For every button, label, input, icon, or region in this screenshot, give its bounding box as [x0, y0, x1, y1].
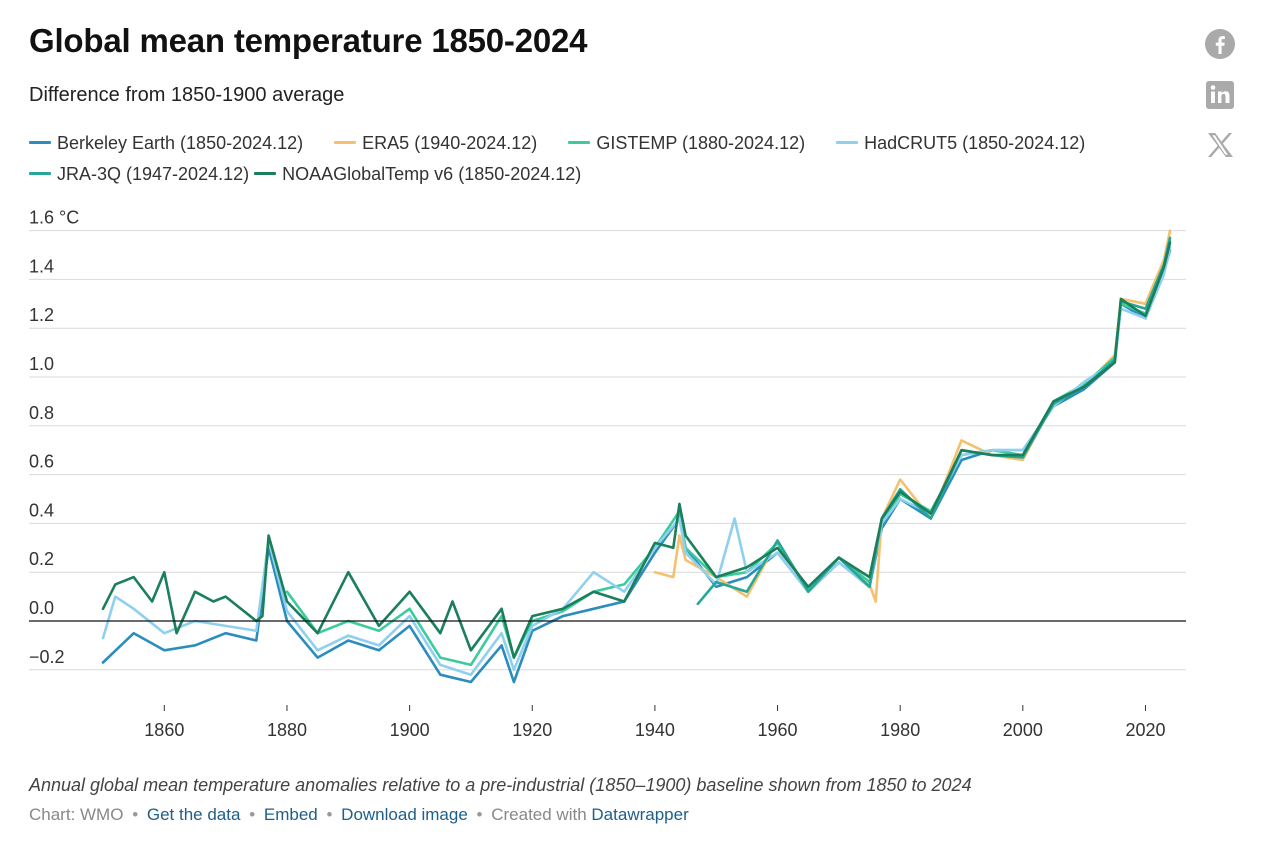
x-tick-label: 1860: [144, 720, 184, 740]
x-tick-label: 1940: [635, 720, 675, 740]
legend-label: JRA-3Q (1947-2024.12): [57, 164, 250, 184]
legend-label: HadCRUT5 (1850-2024.12): [864, 133, 1086, 153]
legend-label: Berkeley Earth (1850-2024.12): [57, 133, 304, 153]
get-data-link[interactable]: Get the data: [146, 805, 241, 824]
x-tick-label: 1980: [880, 720, 920, 740]
series-line: [101, 241, 1172, 659]
line-chart: 1.6 °C1.41.21.00.80.60.40.20.0−0.2 1860 1…: [29, 208, 1186, 740]
separator: •: [132, 805, 139, 824]
linkedin-share-button[interactable]: [1203, 78, 1237, 112]
y-tick-label: 0.4: [29, 500, 54, 520]
separator: •: [326, 805, 333, 824]
series-line: [653, 229, 1172, 603]
x-axis-ticks: 1860 1880 1900 1920 1940 1960 1980 2000 2020: [144, 705, 1165, 740]
legend-item-jra3q: JRA-3Q (1947-2024.12): [29, 159, 249, 190]
facebook-share-button[interactable]: [1203, 27, 1237, 61]
series-lines: [101, 229, 1172, 684]
chart-legend: Berkeley Earth (1850-2024.12) ERA5 (1940…: [29, 128, 1189, 190]
legend-swatch: [836, 140, 859, 144]
y-tick-label: 0.8: [29, 403, 54, 423]
y-tick-label: 1.6 °C: [29, 208, 79, 228]
legend-item-era5: ERA5 (1940-2024.12): [334, 128, 537, 159]
facebook-icon: [1205, 29, 1235, 59]
x-tick-label: 2020: [1125, 720, 1165, 740]
x-tick-label: 2000: [1003, 720, 1043, 740]
datawrapper-link[interactable]: Datawrapper: [591, 805, 689, 824]
y-tick-label: 1.4: [29, 256, 54, 276]
series-line: [696, 236, 1172, 606]
x-tick-label: 1960: [758, 720, 798, 740]
x-tick-label: 1920: [512, 720, 552, 740]
x-share-button[interactable]: [1203, 128, 1237, 162]
chart-footer: Chart: WMO • Get the data • Embed • Down…: [29, 805, 689, 825]
legend-item-noaa: NOAAGlobalTemp v6 (1850-2024.12): [254, 159, 581, 190]
legend-swatch: [334, 140, 357, 144]
separator: •: [476, 805, 483, 824]
source-credit: Chart: WMO: [29, 805, 124, 824]
legend-swatch: [29, 140, 51, 144]
series-line: [285, 239, 1172, 667]
linkedin-icon: [1206, 81, 1234, 109]
grid-lines: [29, 230, 1186, 671]
chart-title: Global mean temperature 1850-2024: [29, 22, 588, 59]
y-tick-label: −0.2: [29, 647, 65, 667]
legend-swatch: [254, 171, 277, 175]
x-tick-label: 1880: [267, 720, 307, 740]
legend-label: NOAAGlobalTemp v6 (1850-2024.12): [282, 164, 582, 184]
x-icon: [1208, 133, 1233, 157]
created-with-text: Created with: [491, 805, 587, 824]
legend-swatch: [29, 171, 51, 175]
y-tick-label: 0.2: [29, 549, 54, 569]
y-tick-label: 0.0: [29, 598, 54, 618]
chart-subtitle: Difference from 1850-1900 average: [29, 84, 345, 106]
legend-label: ERA5 (1940-2024.12): [362, 133, 538, 153]
legend-item-berkeley: Berkeley Earth (1850-2024.12): [29, 128, 303, 159]
y-tick-label: 1.2: [29, 305, 54, 325]
embed-link[interactable]: Embed: [263, 805, 318, 824]
legend-swatch: [568, 140, 591, 144]
legend-item-hadcrut5: HadCRUT5 (1850-2024.12): [836, 128, 1085, 159]
download-image-link[interactable]: Download image: [341, 805, 468, 824]
legend-label: GISTEMP (1880-2024.12): [596, 133, 806, 153]
y-tick-label: 0.6: [29, 452, 54, 472]
x-tick-label: 1900: [390, 720, 430, 740]
legend-item-gistemp: GISTEMP (1880-2024.12): [568, 128, 805, 159]
series-line: [101, 246, 1172, 677]
y-tick-label: 1.0: [29, 354, 54, 374]
separator: •: [249, 805, 256, 824]
chart-caption: Annual global mean temperature anomalies…: [29, 775, 972, 795]
y-axis-labels: 1.6 °C 1.4 1.2 1.0 0.8 0.6 0.4 0.2 0.0 −0.2: [29, 208, 79, 667]
